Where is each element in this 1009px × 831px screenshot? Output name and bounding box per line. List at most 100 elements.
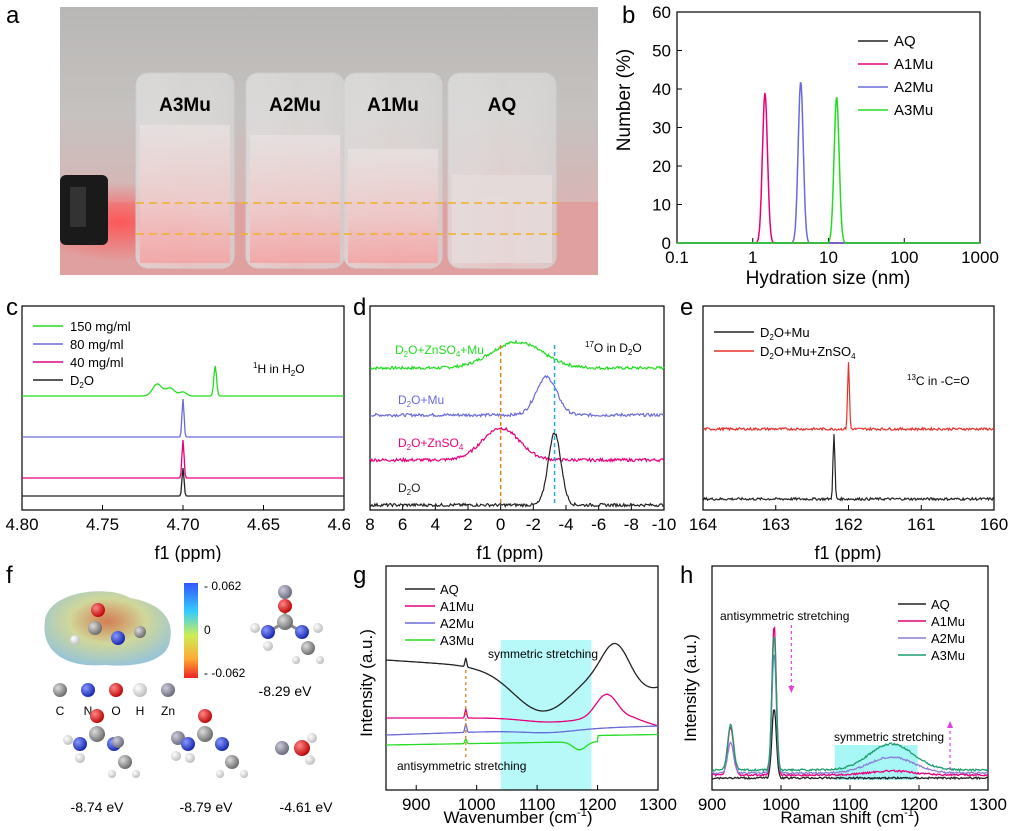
- d-frame: [369, 305, 665, 511]
- e-xlabel: f1 (ppm): [814, 543, 881, 562]
- e-xtick-label: 162: [834, 515, 862, 534]
- g-xtick-label: 1200: [579, 795, 617, 814]
- d-xlabel: f1 (ppm): [476, 543, 543, 562]
- b-xtick-label: 100: [890, 248, 918, 267]
- molecule-2: [63, 709, 140, 778]
- panel-label-g: g: [353, 562, 367, 589]
- c-xlabel: f1 (ppm): [154, 543, 221, 562]
- e-series: [702, 434, 995, 502]
- b-series-A2Mu: [677, 81, 980, 244]
- e-frame: [702, 305, 995, 511]
- h-legend-label: A1Mu: [931, 614, 965, 629]
- b-ylabel: Number (%): [614, 49, 635, 151]
- d-series: [369, 374, 665, 418]
- b-ytick-label: 30: [652, 119, 671, 138]
- h-series: [711, 653, 989, 775]
- c-xtick-label: 4.65: [247, 515, 280, 534]
- f-legend-atom: [53, 683, 67, 697]
- d-xtick-label: 2: [463, 515, 472, 534]
- c-xtick-label: 4.60: [327, 515, 350, 534]
- g-xtick-label: 1000: [458, 795, 496, 814]
- h-xtick-label: 1300: [969, 795, 1007, 814]
- b-xtick-label: 0.1: [665, 248, 689, 267]
- colorbar-max: - 0.062: [204, 579, 242, 593]
- h-series: [711, 626, 989, 777]
- e-legend-label: D2O+Mu: [760, 325, 810, 342]
- d-xtick-label: -6: [591, 515, 606, 534]
- e-series: [702, 362, 995, 432]
- f-legend-atom: [81, 683, 95, 697]
- f-legend-label: O: [111, 704, 120, 718]
- colorbar: [184, 583, 198, 678]
- chart-g: 900 1000 1100 1200 1300 AQ A1Mu A2Mu A3Mu symmetr…: [357, 565, 677, 827]
- c-xtick-label: 4.70: [166, 515, 199, 534]
- c-series: [22, 365, 344, 397]
- g-legend-label: A2Mu: [440, 616, 474, 631]
- d-annotation: 17O in D2O: [585, 340, 642, 357]
- c-legend-label: 150 mg/ml: [70, 319, 131, 334]
- b-ytick-label: 50: [652, 42, 671, 61]
- b-series-A1Mu: [677, 92, 980, 244]
- vials-photo: A3Mu A2Mu A1Mu AQ: [60, 7, 598, 275]
- d-xtick-label: 4: [431, 515, 440, 534]
- c-series: [22, 467, 344, 497]
- g-sym-label: symmetric stretching: [488, 647, 598, 661]
- d-xtick-label: -10: [652, 515, 677, 534]
- panel-f: - 0.062 0 - -0.062 C N O H Zn -8.29 eV -8.74…: [44, 579, 334, 815]
- c-legend-label: D2O: [70, 373, 94, 390]
- molecule-3: [171, 709, 248, 778]
- e-xtick-label: 163: [762, 515, 790, 534]
- panel-label-f: f: [6, 562, 13, 589]
- panel-label-b: b: [622, 2, 636, 29]
- b-ytick-label: 20: [652, 157, 671, 176]
- d-series-label: D2O+ZnSO4: [398, 436, 464, 452]
- panel-label-d: d: [353, 294, 367, 321]
- c-xtick-label: 4.75: [86, 515, 119, 534]
- panel-label-c: c: [6, 294, 18, 321]
- g-xlabel: Wavenumber (cm-1): [444, 807, 593, 827]
- g-frame: [385, 565, 659, 791]
- g-legend-label: AQ: [440, 582, 459, 597]
- d-series-label: D2O+ZnSO4+Mu: [395, 343, 484, 359]
- chart-c: 4.80 4.75 4.70 4.65 4.60 150 mg/ml 80 mg/ml 40 …: [5, 305, 350, 562]
- energy-4: -4.61 eV: [280, 799, 334, 815]
- chart-d: 8 6 4 2 0 -2 -4 -6 -8 -10 D2O+ZnSO4+Mu D2O+Mu D2O+Zn…: [365, 305, 677, 562]
- chart-h: 900 1000 1100 1200 1300 AQ A1Mu A2Mu A3Mu antisym…: [681, 565, 1007, 827]
- f-legend-label: C: [56, 704, 65, 718]
- d-xtick-label: -4: [558, 515, 573, 534]
- colorbar-min: - -0.062: [204, 666, 246, 680]
- vial-label-0: A3Mu: [159, 95, 211, 116]
- g-xtick-label: 1100: [519, 795, 556, 814]
- b-legend-label: A1Mu: [894, 56, 933, 73]
- vial-a3mu: [135, 72, 235, 269]
- c-annotation: 1H in H2O: [253, 361, 305, 378]
- g-antisym-label: antisymmetric stretching: [397, 759, 526, 773]
- energy-3: -8.79 eV: [180, 799, 234, 815]
- h-xlabel: Raman shift (cm-1): [780, 807, 919, 827]
- g-ylabel: Intensity (a.u.): [357, 629, 376, 737]
- b-frame: [676, 11, 981, 244]
- d-series: [369, 432, 665, 509]
- b-xtick-label: 1: [748, 248, 757, 267]
- f-legend-label: N: [84, 704, 93, 718]
- f-legend-atom: [161, 683, 175, 697]
- panel-label-h: h: [680, 562, 694, 589]
- chart-e: 164 163 162 161 160 D2O+Mu D2O+Mu+ZnSO4 f1 (pp…: [689, 305, 1008, 562]
- e-xtick-label: 161: [907, 515, 935, 534]
- b-ytick-label: 40: [652, 80, 671, 99]
- vials-illustration: A3Mu A2Mu A1Mu AQ: [60, 72, 598, 275]
- c-legend-label: 40 mg/ml: [70, 355, 124, 370]
- chart-b: 0 10 20 30 40 50 60 0.1 1 10 100 1000 AQ A1Mu A2Mu A3Mu…: [614, 3, 999, 289]
- vial-label-3: AQ: [488, 95, 517, 116]
- b-legend-label: A2Mu: [894, 79, 933, 96]
- c-series: [22, 398, 344, 438]
- colorbar-zero: 0: [204, 623, 211, 637]
- esp-surface: [44, 591, 171, 666]
- h-xtick-label: 900: [698, 795, 726, 814]
- e-xtick-label: 164: [689, 515, 717, 534]
- d-xtick-label: -8: [624, 515, 639, 534]
- g-xtick-label: 900: [402, 795, 430, 814]
- h-sym-label: symmetric stretching: [834, 730, 944, 744]
- g-legend-label: A3Mu: [440, 633, 474, 648]
- f-legend-atom: [109, 683, 123, 697]
